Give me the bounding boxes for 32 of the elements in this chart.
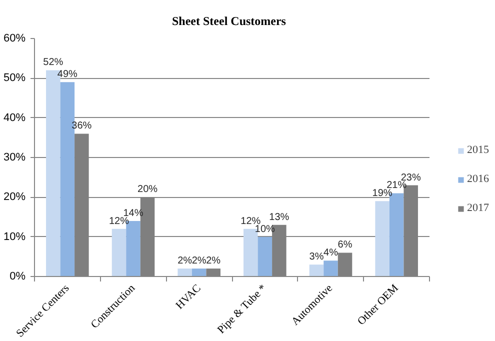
data-label: 2% bbox=[192, 256, 206, 267]
data-label: 12% bbox=[108, 216, 130, 227]
data-label: 19% bbox=[372, 188, 392, 200]
bar bbox=[178, 268, 192, 276]
y-tick-label: 60% bbox=[3, 32, 26, 44]
y-tick-label: 10% bbox=[3, 230, 26, 243]
x-tick-label: Pipe & Tube * bbox=[215, 282, 270, 336]
bar bbox=[309, 264, 324, 276]
data-label: 52% bbox=[43, 57, 64, 68]
y-tick-label: 20% bbox=[3, 191, 26, 204]
data-label: 13% bbox=[269, 212, 290, 223]
y-tick-label: 50% bbox=[3, 72, 26, 84]
bar bbox=[112, 228, 126, 276]
legend-label: 2017 bbox=[467, 202, 489, 214]
legend-label: 2016 bbox=[467, 173, 489, 185]
data-label: 20% bbox=[138, 184, 158, 196]
bar bbox=[324, 260, 338, 276]
legend-label: 2015 bbox=[467, 144, 489, 156]
y-tick-label: 40% bbox=[3, 112, 26, 124]
data-label: 49% bbox=[57, 69, 78, 80]
data-label: 4% bbox=[324, 248, 338, 259]
chart-title: Sheet Steel Customers bbox=[172, 14, 286, 28]
data-label: 3% bbox=[309, 252, 324, 263]
y-tick-label: 30% bbox=[3, 152, 26, 164]
bar bbox=[375, 201, 390, 276]
bar bbox=[258, 236, 272, 276]
data-label: 36% bbox=[72, 120, 92, 132]
data-label: 6% bbox=[338, 240, 352, 251]
bar bbox=[192, 268, 206, 276]
data-label: 2% bbox=[178, 256, 192, 267]
y-tick-label: 0% bbox=[10, 270, 26, 282]
data-label: 2% bbox=[206, 256, 221, 267]
